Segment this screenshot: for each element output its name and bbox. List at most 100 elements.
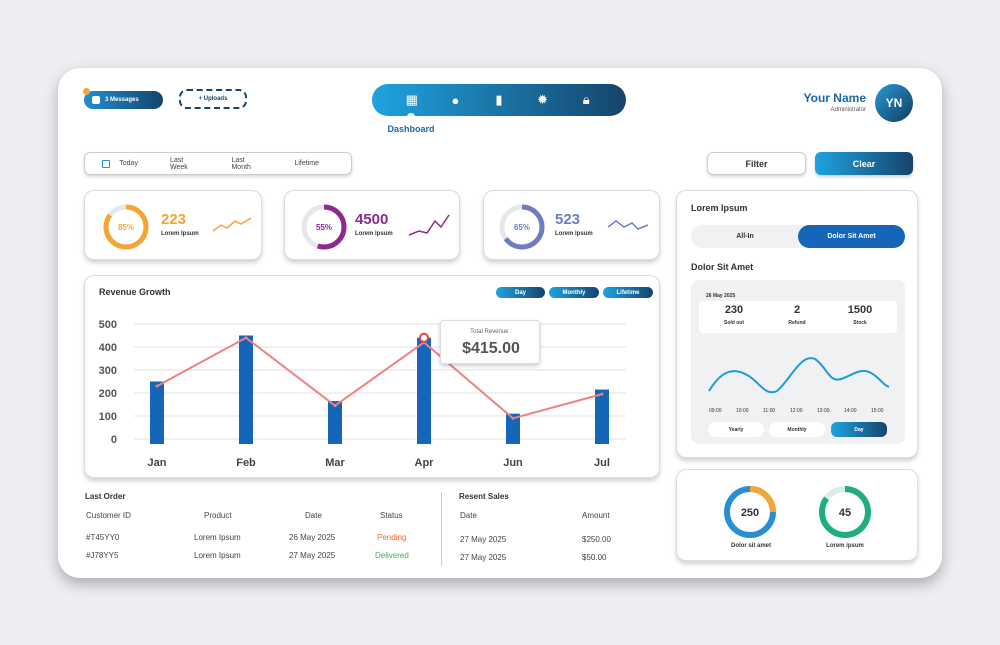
line-point	[333, 404, 337, 408]
period-last-month[interactable]: Last Month	[231, 156, 251, 171]
summary-label-2: Lorem ipsum	[826, 543, 864, 549]
line-point	[155, 384, 159, 388]
y-tick-label: 400	[99, 342, 117, 354]
avatar[interactable]: YN	[875, 84, 913, 122]
revenue-card: Revenue Growth Day Monthly Lifetime	[84, 275, 660, 478]
bar	[595, 389, 609, 444]
order-status: Pending	[377, 533, 407, 542]
side-panel-title: Lorem Ipsum	[691, 203, 748, 213]
order-date: 26 May 2025	[289, 533, 336, 542]
donut-arc	[724, 486, 776, 538]
chat-icon[interactable]: ●	[451, 92, 460, 108]
revenue-title: Revenue Growth	[99, 287, 171, 297]
donut-arc	[499, 204, 545, 250]
sparkline-icon	[408, 214, 450, 236]
toggle-lifetime[interactable]: Lifetime	[603, 287, 653, 298]
lock-icon[interactable]: 🔒︎	[582, 92, 590, 107]
y-tick-label: 500	[99, 319, 117, 331]
main-nav: ▦ ● ▮ ✹ 🔒︎	[372, 84, 626, 116]
divider	[441, 492, 442, 566]
x-tick-label: Jan	[148, 457, 167, 469]
summary-card: 250 Dolor sit amet 45 Lorem ipsum	[676, 469, 918, 561]
side-line-series	[708, 357, 890, 394]
dashboard-icon[interactable]: ▦	[405, 92, 418, 107]
recent-sales-title: Resent Sales	[459, 492, 509, 501]
toggle-day-side[interactable]: Day	[831, 422, 887, 437]
bar	[239, 335, 253, 444]
donut-arc	[819, 486, 871, 538]
time-label: 13:00	[817, 408, 830, 414]
user-name: Your Name	[803, 91, 866, 105]
uploads-label: + Uploads	[198, 96, 228, 102]
stat-label-3: Lorem Ipsum	[555, 231, 593, 237]
order-product: Lorem Ipsum	[194, 533, 241, 542]
period-last-week[interactable]: Last Week	[169, 156, 188, 171]
order-date: 27 May 2025	[289, 551, 336, 560]
sale-amount: $250.00	[582, 535, 611, 544]
stat-donut-1: 85%	[103, 204, 149, 250]
messages-button[interactable]: 3 Messages	[83, 88, 163, 109]
metric-label: Stock	[853, 320, 867, 326]
metric-value: 2	[793, 304, 801, 316]
order-product: Lorem Ipsum	[194, 551, 241, 560]
segment-all-in[interactable]: All-In	[736, 233, 754, 240]
time-label: 15:00	[871, 408, 884, 414]
stat-percent-1: 85%	[118, 223, 134, 232]
tooltip-label: Total Revenue :	[470, 329, 512, 335]
summary-value-2: 45	[839, 507, 851, 519]
sale-date: 27 May 2025	[460, 553, 507, 562]
last-order-title: Last Order	[85, 492, 126, 501]
toggle-yearly[interactable]: Yearly	[708, 422, 764, 437]
segment-dolor[interactable]: Dolor Sit Amet	[798, 225, 905, 248]
notification-dot	[83, 88, 90, 95]
period-lifetime[interactable]: Lifetime	[294, 160, 319, 167]
toggle-day[interactable]: Day	[496, 287, 545, 298]
line-series	[156, 336, 603, 420]
col-sales-date: Date	[460, 511, 477, 520]
time-label: 14:00	[844, 408, 857, 414]
period-today[interactable]: Today	[119, 160, 138, 167]
user-role: Administrator	[830, 107, 866, 113]
order-status: Delivered	[375, 551, 409, 560]
toggle-monthly[interactable]: Monthly	[549, 287, 599, 298]
y-tick-label: 0	[111, 434, 117, 446]
message-icon	[92, 96, 100, 104]
sub-card-date: 26 May 2025	[706, 293, 736, 299]
y-tick-label: 300	[99, 365, 117, 377]
order-id: #T45YY0	[86, 533, 120, 542]
uploads-button[interactable]: + Uploads	[179, 89, 247, 109]
x-tick-label: Jul	[594, 457, 610, 469]
col-product: Product	[204, 511, 232, 520]
metric-label: Refund	[788, 320, 806, 326]
toggle-monthly-side[interactable]: Monthly	[769, 422, 825, 437]
summary-value-1: 250	[741, 507, 759, 519]
stat-card-3: 65% 523 Lorem Ipsum	[483, 190, 660, 260]
sale-amount: $50.00	[582, 553, 607, 562]
gear-icon[interactable]: ✹	[537, 92, 549, 107]
metric-value: 230	[724, 304, 744, 316]
stat-value-1: 223	[161, 211, 187, 228]
x-tick-label: Jun	[503, 457, 523, 469]
nav-active-label: Dashboard	[387, 124, 435, 134]
y-tick-label: 100	[99, 411, 117, 423]
bar	[417, 337, 431, 444]
revenue-tooltip: Total Revenue : $415.00	[440, 320, 540, 364]
summary-label-1: Dolor sit amet	[730, 543, 771, 549]
stat-label-1: Lorem Ipsum	[161, 231, 199, 237]
col-customer-id: Customer ID	[86, 511, 131, 520]
stat-donut-3: 65%	[499, 204, 545, 250]
donut-arc	[301, 204, 347, 250]
filter-button[interactable]: Filter	[707, 152, 806, 175]
metric-label: Sold out	[724, 320, 744, 326]
metrics-box	[699, 301, 897, 333]
bar	[506, 413, 520, 444]
bar-chart-icon[interactable]: ▮	[495, 92, 503, 107]
side-panel-subtitle: Dolor Sit Amet	[691, 262, 754, 272]
y-tick-label: 200	[99, 388, 117, 400]
line-point	[511, 416, 515, 420]
summary-donut-2: 45	[819, 486, 871, 538]
col-date: Date	[305, 511, 322, 520]
clear-button[interactable]: Clear	[815, 152, 913, 175]
summary-donut-1: 250	[724, 486, 776, 538]
col-status: Status	[380, 511, 403, 520]
